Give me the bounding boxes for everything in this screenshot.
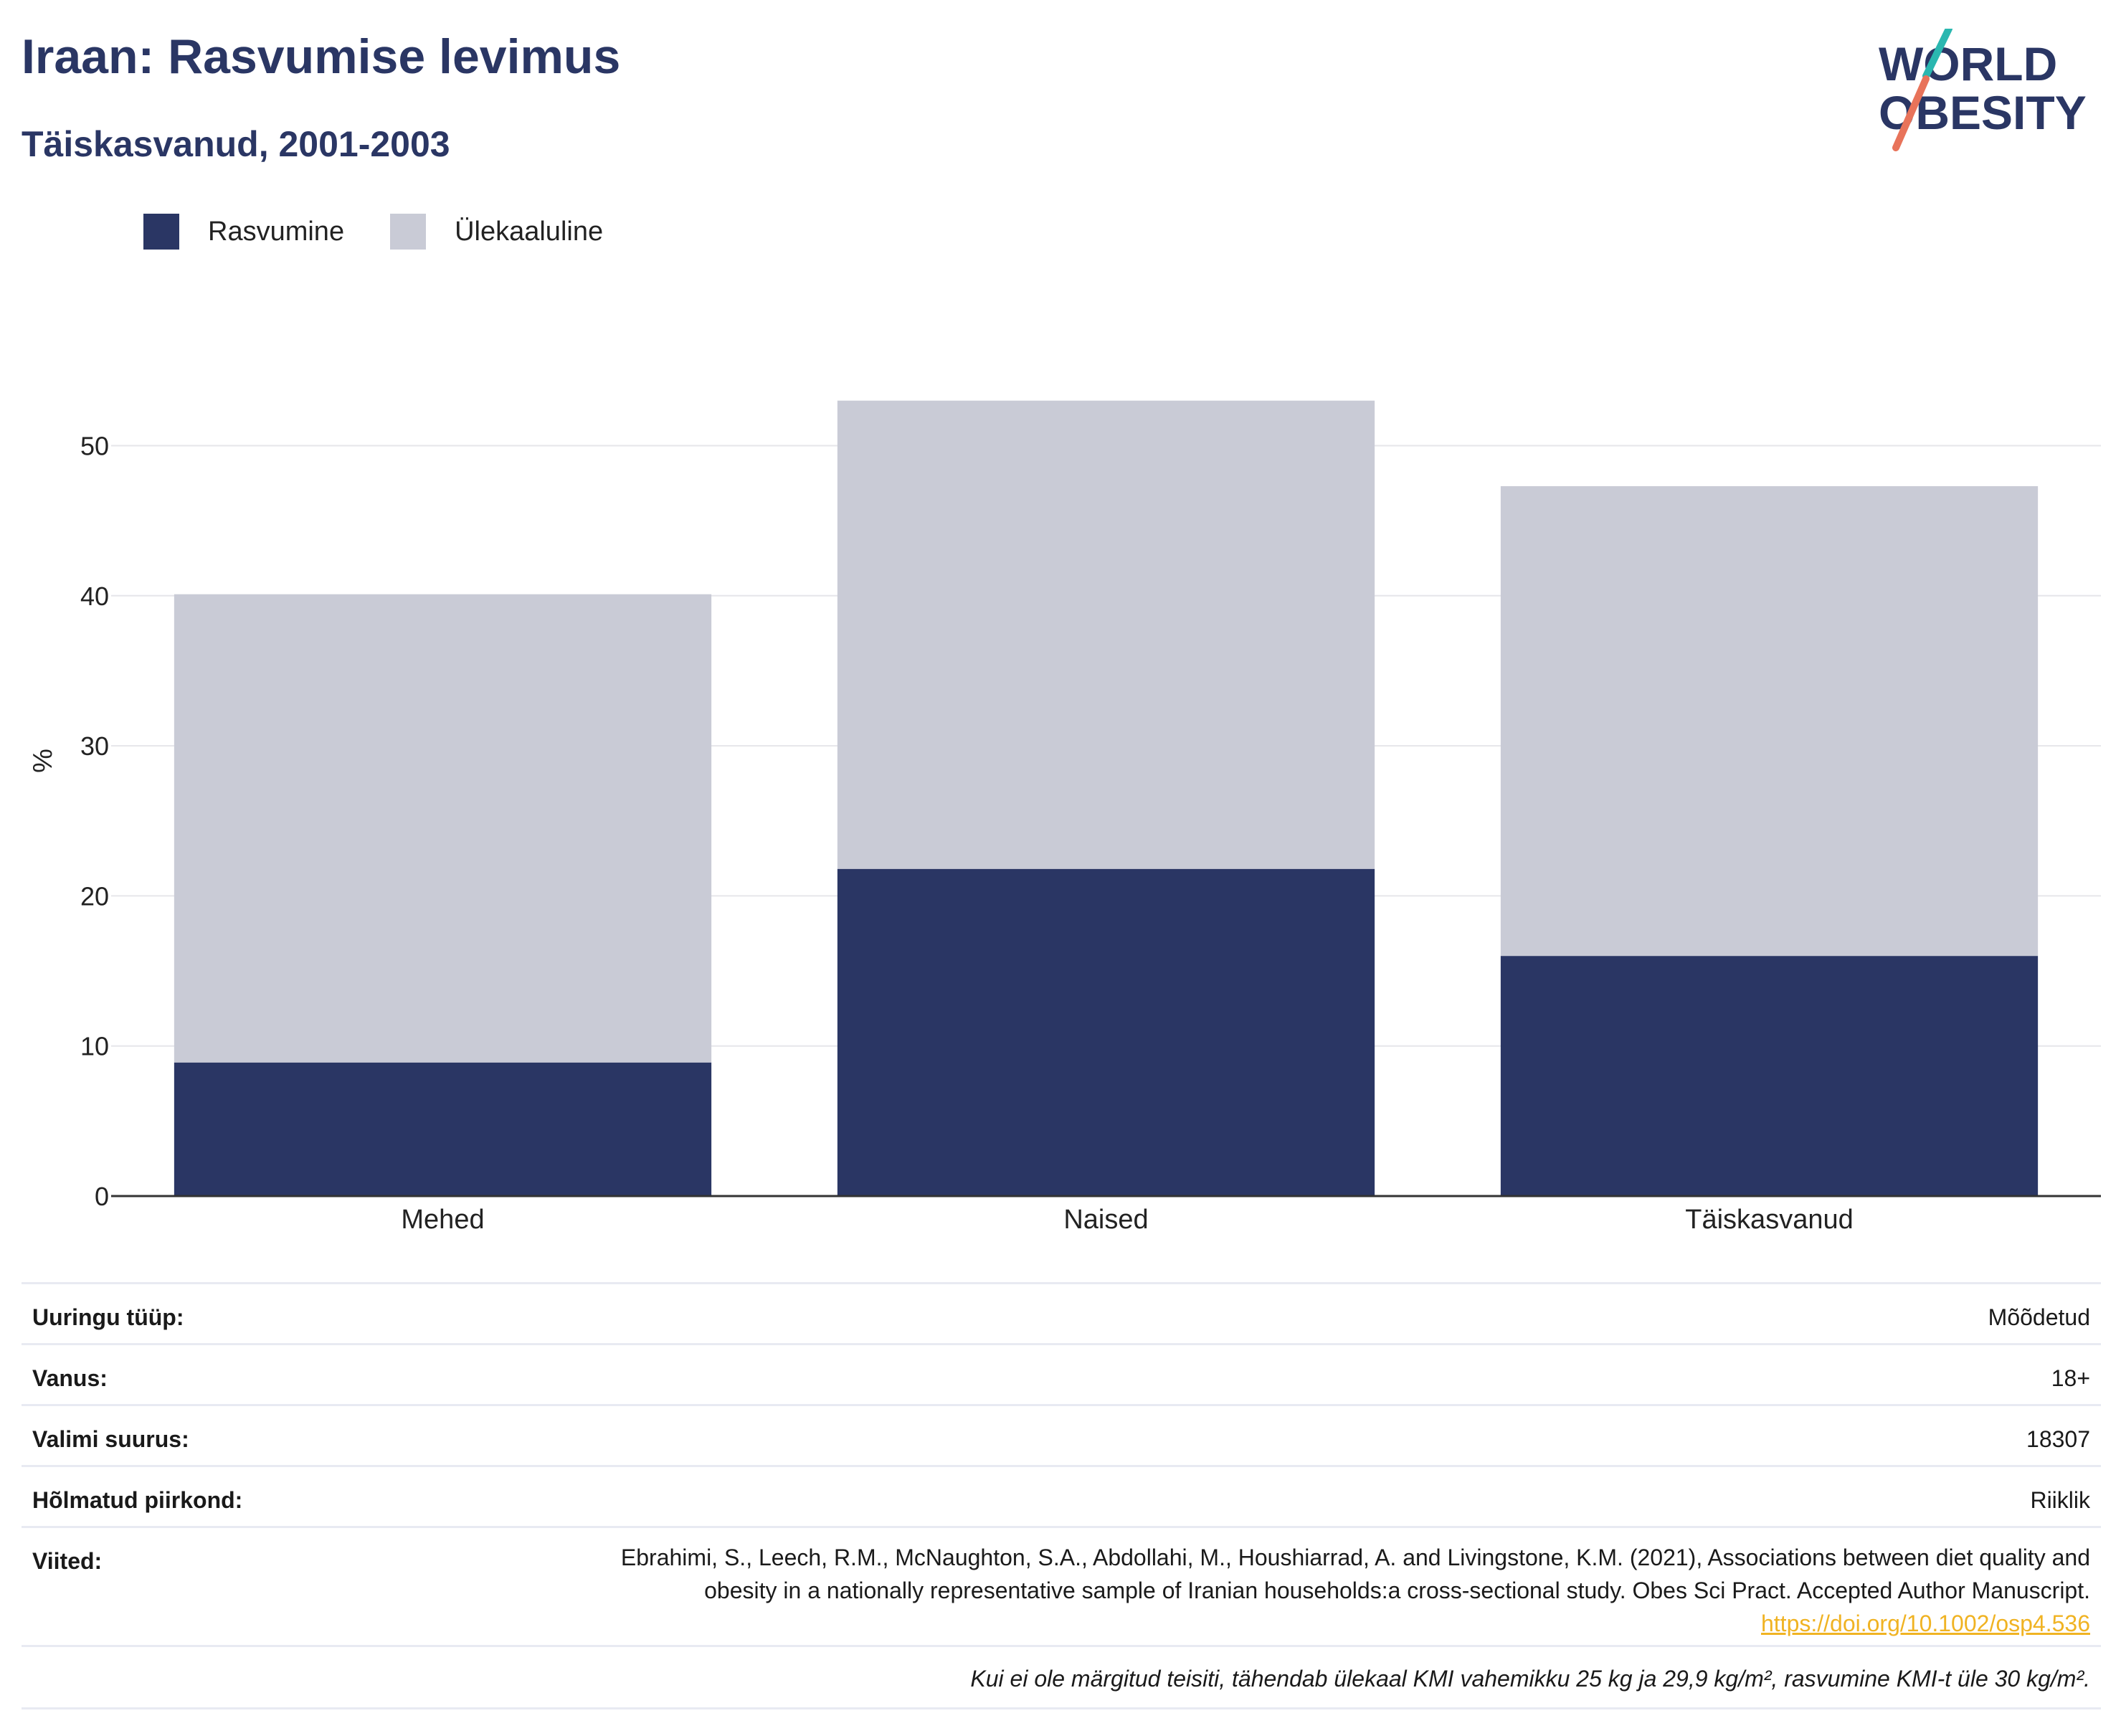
- info-value: 18+: [2051, 1365, 2090, 1391]
- logo-slash-bottom: [1892, 75, 1930, 151]
- legend-swatch-rasvumine: [143, 214, 179, 250]
- info-value: 18307: [2026, 1426, 2090, 1452]
- info-label: Hõlmatud piirkond:: [32, 1487, 243, 1513]
- legend-label: Ülekaaluline: [455, 216, 604, 247]
- info-row-survey-type: Uuringu tüüp: Mõõdetud: [22, 1282, 2101, 1343]
- legend-item-rasvumine[interactable]: Rasvumine: [143, 214, 344, 250]
- info-label: Valimi suurus:: [32, 1426, 189, 1452]
- doi-link[interactable]: https://doi.org/10.1002/osp4.536: [1760, 1611, 2090, 1636]
- info-label: Viited:: [32, 1548, 103, 1574]
- reference-text: Ebrahimi, S., Leech, R.M., McNaughton, S…: [620, 1545, 2090, 1603]
- y-tick-label: 0: [95, 1182, 109, 1211]
- legend-label: Rasvumine: [208, 216, 345, 247]
- y-tick-label: 40: [80, 582, 109, 611]
- info-row-footnote: Kui ei ole märgitud teisiti, tähendab ül…: [22, 1645, 2101, 1709]
- bar-rasvumine-2: [837, 868, 1375, 1196]
- y-axis-label: %: [28, 749, 58, 773]
- bar-rasvumine-1: [174, 1062, 712, 1196]
- bar-ulekaaluline-1: [174, 594, 712, 1063]
- y-tick-label: 10: [80, 1032, 109, 1061]
- legend-item-ulekaaluline[interactable]: Ülekaaluline: [390, 214, 603, 250]
- bar-rasvumine-3: [1500, 956, 2039, 1196]
- footnote-text: Kui ei ole märgitud teisiti, tähendab ül…: [970, 1666, 2090, 1692]
- page-subtitle: Täiskasvanud, 2001-2003: [22, 124, 450, 164]
- bar-ulekaaluline-3: [1500, 486, 2039, 957]
- info-value: Mõõdetud: [1988, 1304, 2090, 1330]
- legend-swatch-ulekaaluline: [390, 214, 427, 250]
- info-label: Vanus:: [32, 1365, 108, 1391]
- study-info-table: Uuringu tüüp: Mõõdetud Vanus: 18+ Valimi…: [22, 1282, 2101, 1709]
- x-tick-label: Mehed: [401, 1205, 484, 1235]
- y-tick-label: 30: [80, 731, 109, 761]
- world-obesity-logo: WORLD OBESITY: [1879, 29, 2087, 151]
- info-row-region: Hõlmatud piirkond: Riiklik: [22, 1465, 2101, 1526]
- info-row-references: Viited: Ebrahimi, S., Leech, R.M., McNau…: [22, 1526, 2101, 1645]
- info-row-sample-size: Valimi suurus: 18307: [22, 1404, 2101, 1465]
- y-tick-label: 20: [80, 881, 109, 911]
- info-value: Ebrahimi, S., Leech, R.M., McNaughton, S…: [599, 1528, 2090, 1645]
- stacked-bar-chart: 0 10 20 30 40 50 Mehed Naised Täiskasvanud%: [28, 400, 2101, 1235]
- bar-ulekaaluline-2: [837, 400, 1375, 869]
- chart-legend: Rasvumine Ülekaaluline: [143, 214, 649, 250]
- y-tick-label: 50: [80, 432, 109, 461]
- info-label: Uuringu tüüp:: [32, 1304, 184, 1330]
- logo-text-world: WORLD: [1879, 37, 2057, 90]
- info-value: Riiklik: [2030, 1487, 2090, 1513]
- x-tick-label: Naised: [1063, 1205, 1148, 1235]
- info-row-age: Vanus: 18+: [22, 1343, 2101, 1404]
- page-title: Iraan: Rasvumise levimus: [22, 29, 621, 84]
- logo-slash-top: [1922, 29, 1952, 80]
- x-tick-label: Täiskasvanud: [1685, 1205, 1853, 1235]
